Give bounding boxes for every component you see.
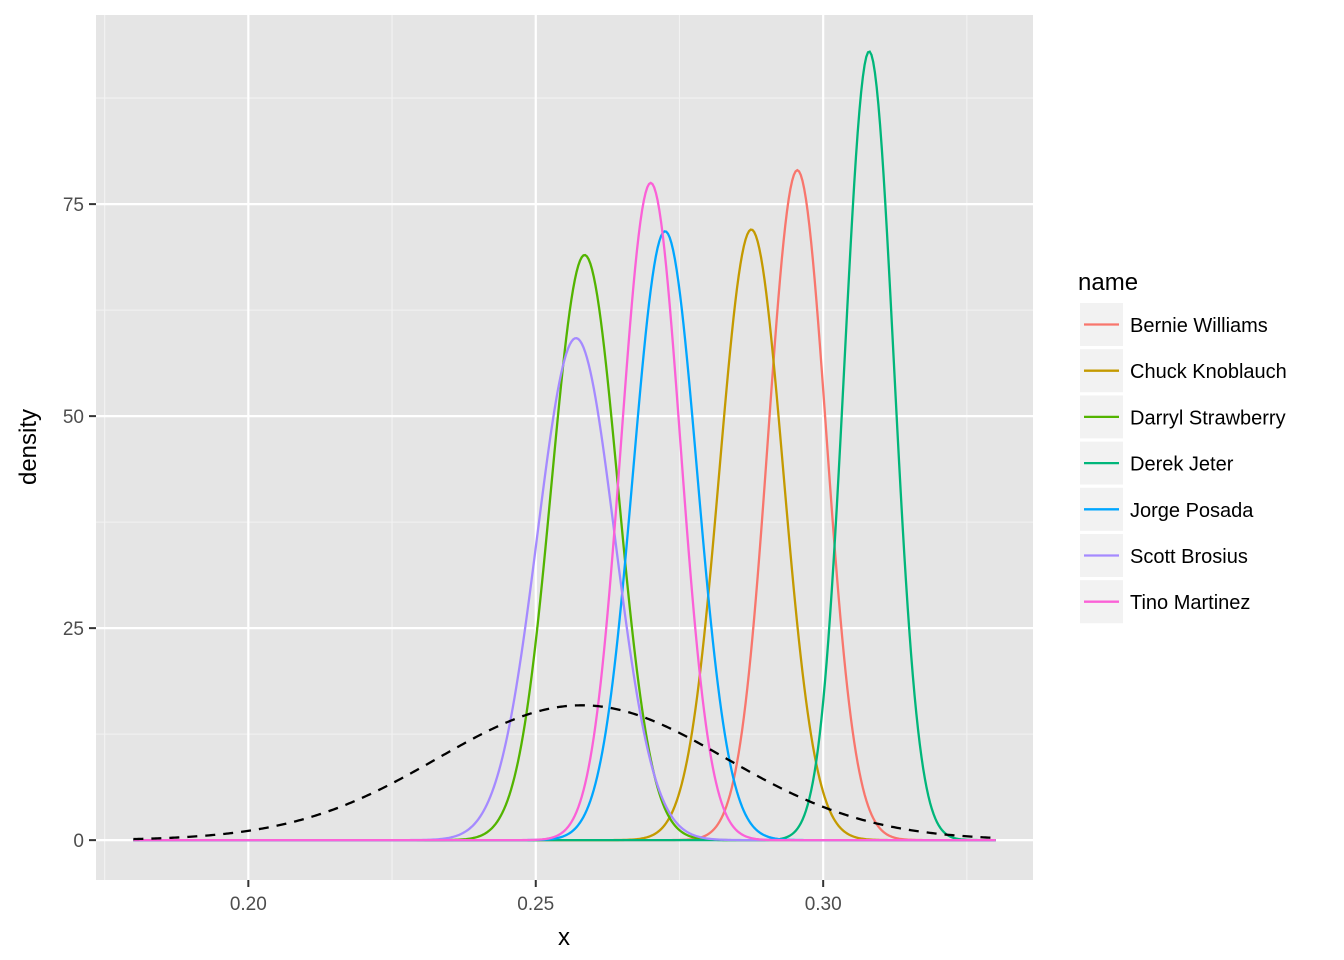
legend-title: name: [1078, 269, 1138, 296]
y-tick-label: 0: [73, 831, 84, 852]
x-axis: 0.20 0.25 0.30: [230, 880, 842, 915]
prior-density-line: [133, 704, 996, 841]
y-tick-label: 75: [63, 195, 84, 216]
legend-label-scott-brosius: Scott Brosius: [1130, 546, 1248, 568]
series-line-tino-martinez: [133, 181, 996, 842]
x-tick-label: 0.20: [230, 894, 267, 915]
plot-panel: [96, 15, 1033, 880]
legend: name Bernie Williams Chuck Knoblauch Darry…: [1078, 269, 1287, 624]
legend-label-tino-martinez: Tino Martinez: [1130, 592, 1250, 614]
legend-label-jorge-posada: Jorge Posada: [1130, 500, 1254, 522]
x-axis-title: x: [558, 924, 570, 951]
legend-items: Bernie Williams Chuck Knoblauch Darryl Str…: [1080, 303, 1287, 624]
legend-label-bernie-williams: Bernie Williams: [1130, 315, 1268, 337]
density-curves: [133, 50, 996, 842]
legend-label-darryl-strawberry: Darryl Strawberry: [1130, 407, 1286, 429]
y-axis: 0 25 50 75: [63, 195, 96, 852]
legend-label-chuck-knoblauch: Chuck Knoblauch: [1130, 361, 1287, 383]
x-tick-label: 0.25: [517, 894, 554, 915]
x-tick-label: 0.30: [805, 894, 842, 915]
y-axis-title: density: [15, 409, 42, 485]
grid-minor: [96, 15, 1033, 880]
y-tick-label: 50: [63, 407, 84, 428]
legend-label-derek-jeter: Derek Jeter: [1130, 454, 1234, 476]
y-tick-label: 25: [63, 619, 84, 640]
